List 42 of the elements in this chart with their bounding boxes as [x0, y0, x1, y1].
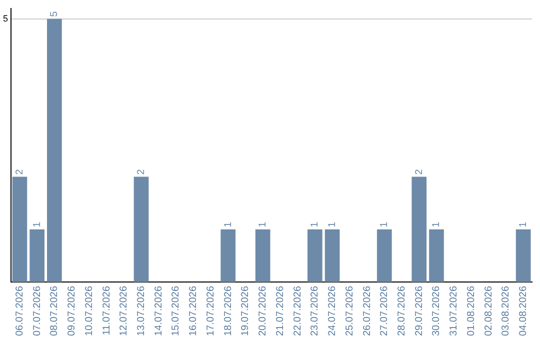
- x-tick-label: 19.07.2026: [240, 286, 252, 336]
- data-label: 1: [32, 221, 43, 228]
- x-tick-label: 02.08.2026: [483, 286, 494, 336]
- x-tick-label: 06.07.2026: [14, 286, 26, 336]
- x-tick-label: 11.07.2026: [101, 286, 112, 336]
- x-tick-label: 20.07.2026: [258, 286, 269, 336]
- data-label: 1: [518, 221, 530, 228]
- x-tick-label: 09.07.2026: [66, 286, 78, 336]
- x-tick-label: 03.08.2026: [500, 286, 512, 336]
- data-label: 1: [222, 221, 234, 228]
- x-tick-label: 10.07.2026: [84, 286, 95, 336]
- x-tick-label: 12.07.2026: [118, 286, 130, 336]
- x-tick-label: 07.07.2026: [32, 286, 43, 336]
- x-tick-label: 01.08.2026: [466, 286, 477, 336]
- x-tick-label: 22.07.2026: [292, 286, 304, 336]
- data-label: 1: [379, 221, 390, 228]
- x-tick-label: 13.07.2026: [136, 286, 148, 336]
- x-tick-label: 18.07.2026: [222, 286, 234, 336]
- data-label: 1: [310, 221, 321, 228]
- data-label: 2: [14, 168, 26, 175]
- data-label: 1: [327, 221, 338, 228]
- x-tick-label: 16.07.2026: [188, 286, 200, 336]
- data-label: 1: [431, 221, 442, 228]
- data-label: 5: [49, 10, 60, 17]
- data-label: 2: [414, 168, 425, 175]
- x-tick-label: 30.07.2026: [431, 286, 442, 336]
- x-tick-label: 31.07.2026: [448, 286, 460, 336]
- x-tick-label: 14.07.2026: [153, 286, 164, 336]
- x-tick-label: 23.07.2026: [310, 286, 321, 336]
- x-tick-label: 26.07.2026: [362, 286, 373, 336]
- data-label: 2: [136, 168, 148, 175]
- x-tick-label: 15.07.2026: [170, 286, 182, 336]
- x-tick-label: 29.07.2026: [414, 286, 425, 336]
- x-tick-label: 27.07.2026: [379, 286, 390, 336]
- x-tick-label: 28.07.2026: [396, 286, 408, 336]
- x-tick-label: 04.08.2026: [518, 286, 530, 336]
- x-tick-label: 24.07.2026: [327, 286, 338, 336]
- x-tick-label: 17.07.2026: [205, 286, 216, 336]
- data-label: 1: [258, 221, 269, 228]
- x-tick-label: 21.07.2026: [274, 286, 286, 336]
- x-tick-label: 08.07.2026: [49, 286, 60, 336]
- x-tick-label: 25.07.2026: [344, 286, 356, 336]
